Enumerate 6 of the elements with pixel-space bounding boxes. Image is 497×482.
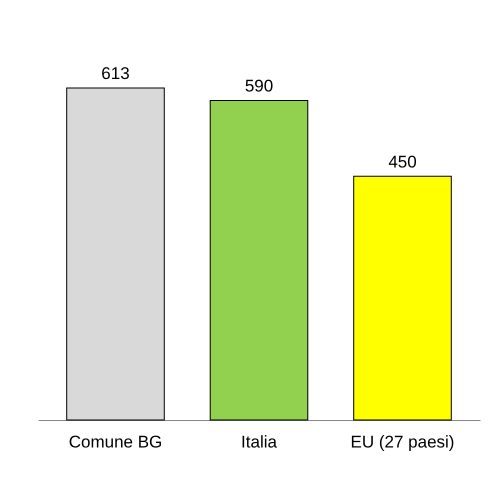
- x-tick-label: Comune BG: [68, 432, 162, 452]
- data-label: 450: [388, 152, 417, 172]
- data-label: 590: [244, 76, 274, 96]
- x-tick-label: Italia: [241, 432, 278, 452]
- x-tick-label: EU (27 paesi): [350, 432, 454, 452]
- data-label: 613: [101, 64, 130, 83]
